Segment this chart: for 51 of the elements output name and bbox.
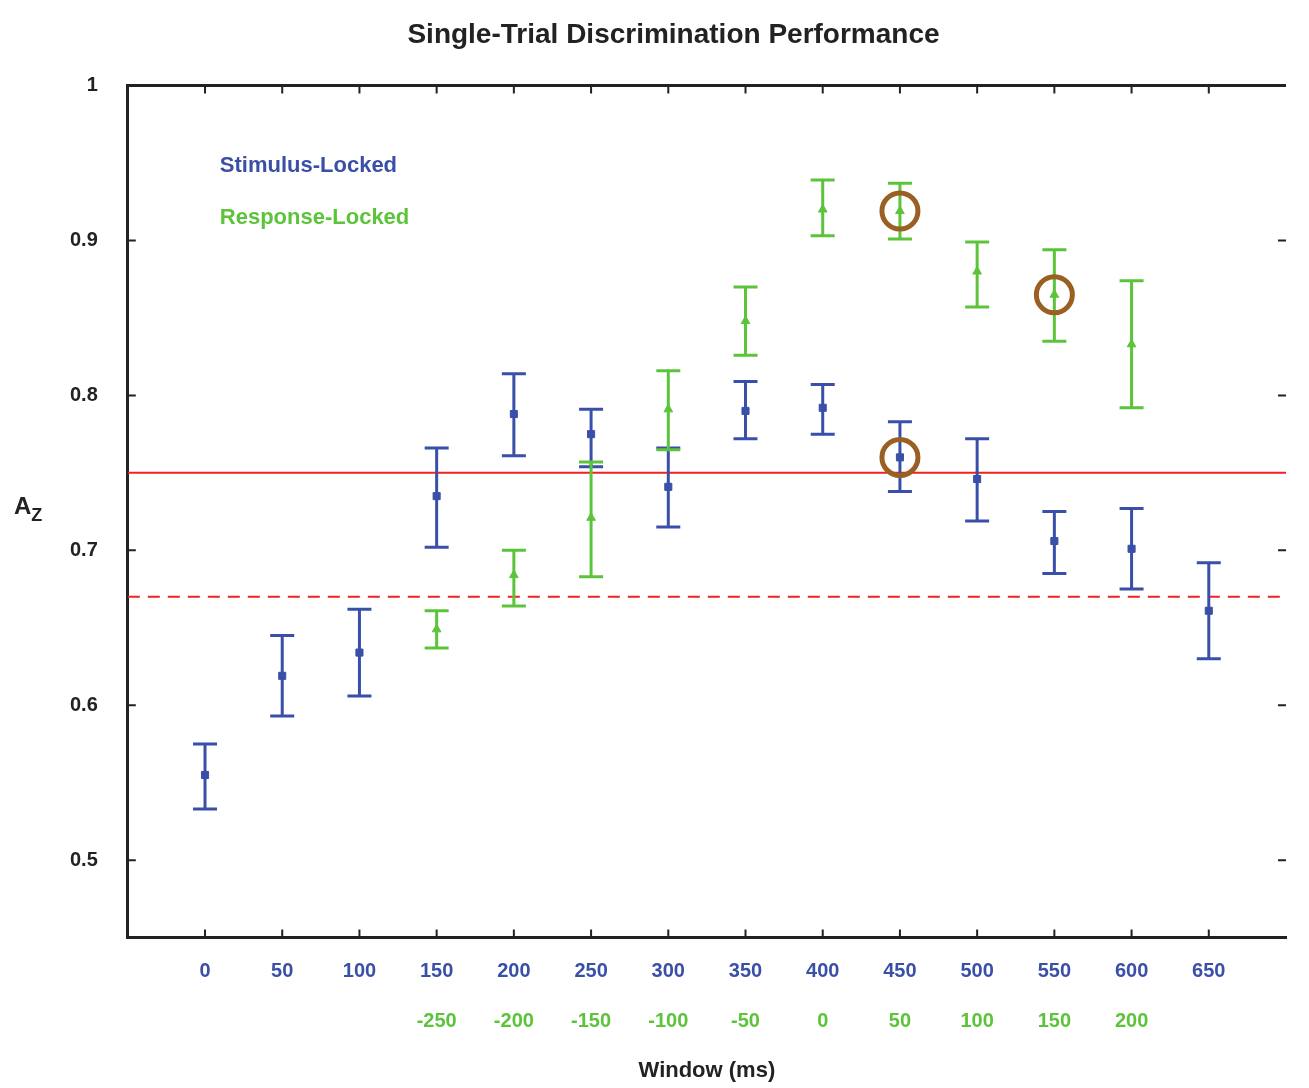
x2-tick-label: 200 — [1114, 1009, 1149, 1032]
point — [741, 406, 750, 415]
x-tick-label: 300 — [651, 959, 685, 982]
x2-tick-label: -250 — [416, 1009, 457, 1032]
point — [432, 492, 441, 501]
point — [973, 475, 982, 484]
x2-tick-label: -200 — [493, 1009, 534, 1032]
point — [509, 409, 518, 419]
x-tick-label: 550 — [1037, 959, 1072, 982]
y-tick-label: 0.7 — [69, 537, 98, 560]
x-tick-label: 250 — [574, 959, 608, 982]
x-tick-label: 350 — [728, 959, 763, 982]
x-tick-label: 450 — [883, 959, 917, 982]
x-tick-label: 150 — [419, 959, 454, 982]
point — [895, 453, 904, 462]
point — [818, 403, 827, 412]
x2-tick-label: -50 — [731, 1009, 760, 1032]
y-tick-label: 0.9 — [69, 228, 98, 251]
x-tick-label: 50 — [271, 959, 294, 982]
x2-tick-label: 50 — [888, 1009, 912, 1032]
point — [1033, 274, 1075, 316]
point — [200, 770, 210, 779]
x-axis-title: Window (ms) — [638, 1056, 776, 1082]
point — [879, 436, 921, 478]
x2-tick-label: -100 — [648, 1009, 689, 1032]
x2-tick-label: 100 — [960, 1009, 994, 1032]
x-tick-label: 600 — [1114, 959, 1149, 982]
x2-tick-label: 150 — [1037, 1009, 1072, 1032]
text: Stimulus-Locked — [219, 151, 398, 177]
y-tick-label: 0.6 — [69, 692, 98, 715]
x2-tick-label: 0 — [817, 1009, 829, 1032]
y-tick-label: 0.5 — [69, 847, 98, 870]
point — [278, 671, 287, 680]
x-tick-label: 400 — [806, 959, 840, 982]
text: Response-Locked — [219, 203, 410, 229]
point — [1204, 606, 1213, 615]
chart-title: Single-Trial Discrimination Performance — [407, 17, 940, 49]
point — [587, 430, 596, 439]
x-tick-label: 650 — [1192, 959, 1226, 982]
point — [879, 190, 921, 232]
point — [355, 648, 364, 657]
point — [1050, 537, 1059, 546]
x-tick-label: 100 — [342, 959, 377, 982]
x-tick-label: 500 — [960, 959, 994, 982]
x-tick-label: 0 — [199, 959, 211, 982]
point — [1127, 544, 1136, 553]
y-tick-label: 1 — [86, 73, 98, 96]
x2-tick-label: -150 — [571, 1009, 612, 1032]
point — [664, 482, 673, 491]
y-tick-label: 0.8 — [69, 382, 98, 405]
x-tick-label: 200 — [497, 959, 531, 982]
